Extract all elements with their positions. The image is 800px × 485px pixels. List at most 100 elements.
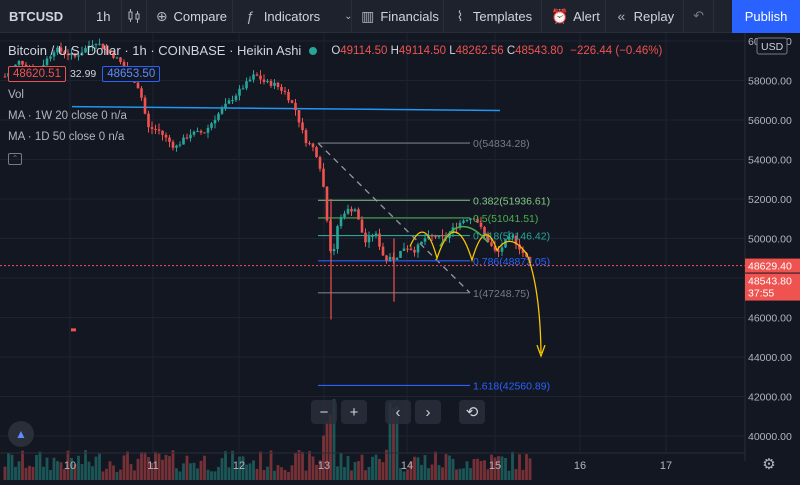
collapse-legend-icon[interactable]: ⌃ <box>8 152 22 165</box>
volume-bar <box>339 452 343 480</box>
candle-body <box>119 57 122 62</box>
candle-body <box>497 250 500 252</box>
volume-bar <box>255 468 259 480</box>
volume-legend[interactable]: Vol <box>8 88 24 101</box>
candle-body <box>518 244 521 250</box>
volume-bar <box>416 457 420 480</box>
price-chart[interactable]: 0(54834.28) 0.382(51936.61) 0.5(51041.51) 0… <box>0 33 800 485</box>
volume-bar <box>325 421 329 480</box>
volume-bar <box>143 452 147 480</box>
volume-bar <box>87 461 91 480</box>
volume-bar <box>80 464 84 480</box>
candle-body <box>234 95 238 101</box>
volume-bar <box>21 450 24 480</box>
candle-body <box>98 43 101 45</box>
gear-icon[interactable]: ⚙ <box>762 456 776 473</box>
candle-body <box>311 143 315 148</box>
symbol-search[interactable]: BTCUSD <box>0 0 87 33</box>
sell-price-button[interactable]: 48620.51 <box>8 65 66 82</box>
volume-bar <box>224 451 227 480</box>
candle-body <box>245 81 248 89</box>
bar-chart-icon: ▥ <box>361 7 375 24</box>
candle-body <box>136 82 140 89</box>
price-badge-label: 48629.40 <box>748 261 792 273</box>
buy-price-button[interactable]: 48653.50 <box>102 65 161 82</box>
candle-body <box>490 242 493 246</box>
templates-label: Templates <box>472 8 533 24</box>
volume-bar <box>294 452 297 480</box>
volume-bar <box>129 464 133 480</box>
volume-bar <box>507 470 511 480</box>
candle-body <box>413 249 416 253</box>
price-tick-label: 44000.00 <box>748 352 792 364</box>
chart-navigation: − + ‹ › ⟲ <box>311 400 485 424</box>
candle-body <box>178 144 182 146</box>
ma-1w-legend[interactable]: MA · 1W 20 close 0 n/a <box>8 109 127 122</box>
tradingview-logo-icon[interactable]: ▲ <box>8 421 34 447</box>
volume-bar <box>59 462 63 480</box>
volume-bar <box>196 468 199 480</box>
volume-bar <box>77 455 80 480</box>
zoom-in-button[interactable]: + <box>341 400 367 424</box>
replay-label: Replay <box>633 8 675 24</box>
time-tick-label: 10 <box>64 460 76 472</box>
chart-style-button[interactable] <box>122 0 147 33</box>
volume-bar <box>35 454 38 480</box>
undo-button[interactable]: ↶ <box>684 0 715 33</box>
candle-body <box>469 218 472 221</box>
volume-bar <box>437 465 441 480</box>
volume-bar <box>423 455 427 480</box>
interval-button[interactable]: 1h <box>86 0 122 33</box>
volume-bar <box>374 454 378 480</box>
candle-body <box>80 52 84 56</box>
volume-bar <box>472 459 476 480</box>
volume-bar <box>84 450 87 480</box>
volume-bar <box>329 414 332 480</box>
indicators-button[interactable]: ƒ Indicators <box>233 0 342 33</box>
indicators-dropdown[interactable]: ⌄ <box>342 0 353 33</box>
volume-bar <box>147 457 150 480</box>
volume-bar <box>171 450 175 480</box>
candle-body <box>350 208 353 212</box>
candle-body <box>276 82 280 88</box>
candle-body <box>357 209 360 220</box>
candle-body <box>147 113 150 128</box>
candle-body <box>164 134 168 138</box>
volume-bar <box>409 461 413 480</box>
candle-body <box>297 110 301 123</box>
volume-bar <box>504 457 507 480</box>
reset-chart-button[interactable]: ⟲ <box>459 400 485 424</box>
volume-bar <box>126 451 129 480</box>
compare-button[interactable]: ⊕ Compare <box>147 0 233 33</box>
candle-body <box>241 88 245 90</box>
ohlc-values: O49114.50 H49114.50 L48262.56 C48543.80 … <box>331 44 663 57</box>
volume-bar <box>378 459 381 480</box>
candle-body <box>360 219 364 233</box>
countdown-label: 37:55 <box>748 288 774 300</box>
candle-body <box>521 249 525 253</box>
volume-bar <box>3 466 7 480</box>
rewind-icon: « <box>617 8 626 24</box>
projection-arrow <box>536 344 546 358</box>
toolbar-spacer <box>714 0 732 33</box>
volume-bar <box>52 457 56 480</box>
publish-button[interactable]: Publish <box>732 0 800 33</box>
templates-button[interactable]: ⌇ Templates <box>444 0 543 33</box>
scroll-right-button[interactable]: › <box>415 400 441 424</box>
candle-body <box>238 88 241 96</box>
ma-1d-legend[interactable]: MA · 1D 50 close 0 n/a <box>8 130 125 143</box>
price-tick-label: 52000.00 <box>748 194 792 206</box>
candle-body <box>378 233 381 247</box>
volume-bar <box>262 470 266 480</box>
compare-label: Compare <box>173 8 228 24</box>
financials-button[interactable]: ▥ Financials <box>352 0 445 33</box>
volume-bar <box>511 451 514 480</box>
replay-button[interactable]: « Replay <box>606 0 685 33</box>
volume-bar <box>175 468 178 480</box>
candle-body <box>283 90 287 92</box>
scroll-left-button[interactable]: ‹ <box>385 400 411 424</box>
alert-button[interactable]: ⏰ Alert <box>542 0 607 33</box>
zoom-out-button[interactable]: − <box>311 400 337 424</box>
chevron-down-icon: ⌄ <box>344 10 353 22</box>
candle-body <box>294 102 297 111</box>
